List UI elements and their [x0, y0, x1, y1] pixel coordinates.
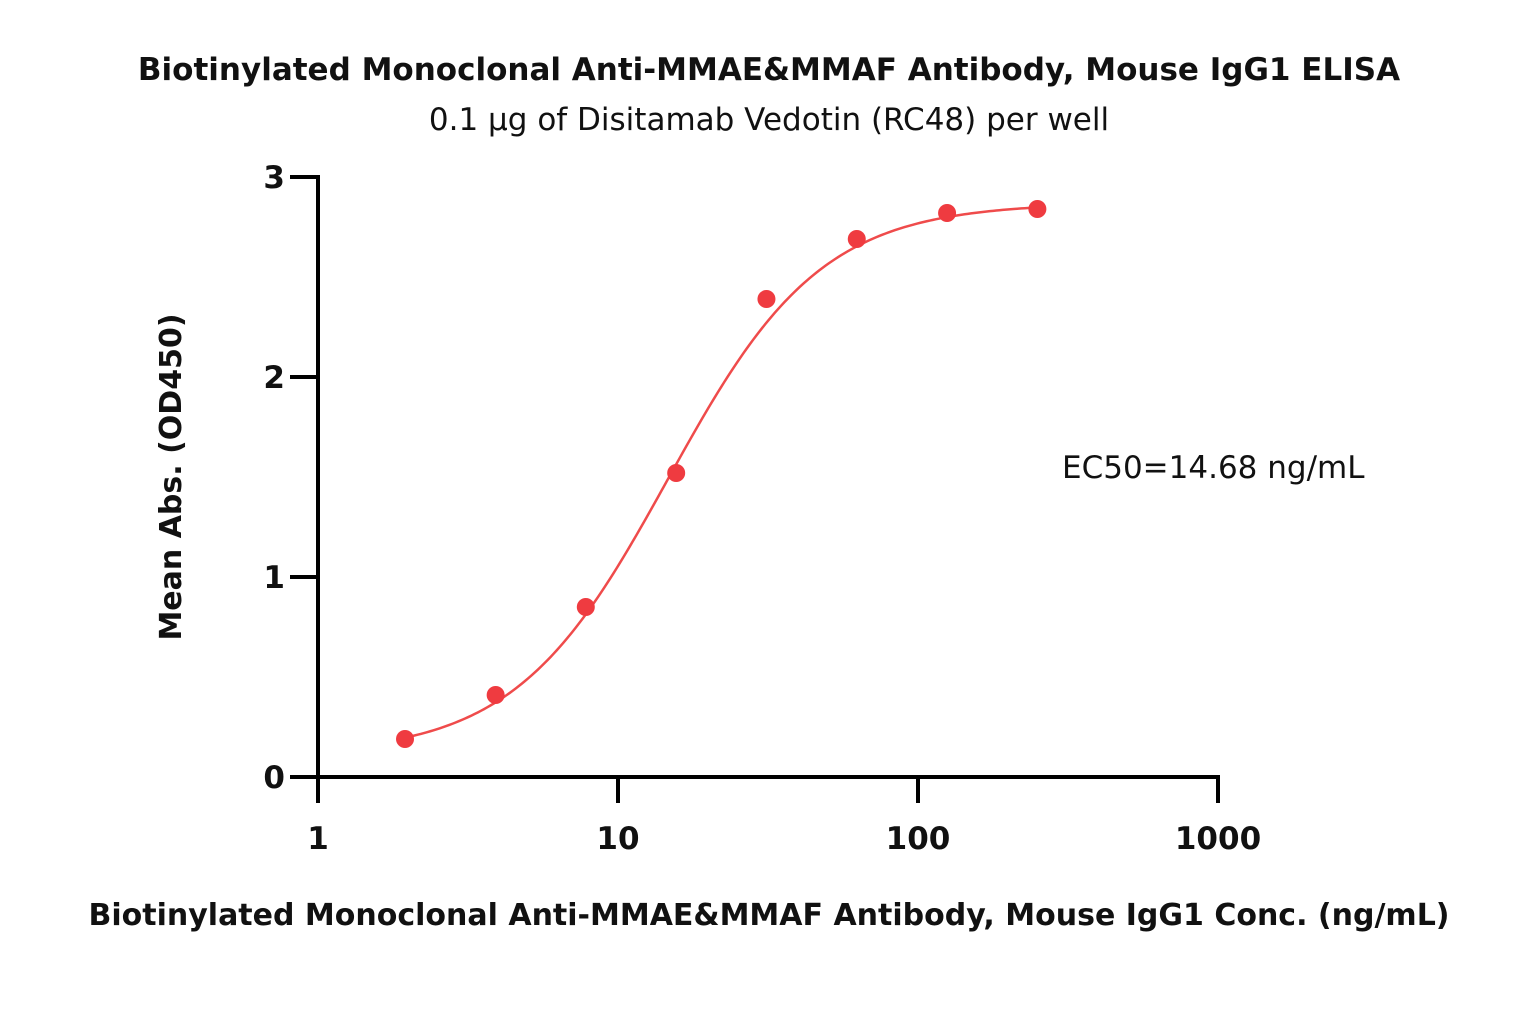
y-tick-label: 3	[263, 160, 285, 196]
chart-title: Biotinylated Monoclonal Anti-MMAE&MMAF A…	[138, 52, 1400, 88]
data-point	[847, 230, 866, 248]
y-tick-label: 1	[263, 560, 285, 596]
fit-curve	[404, 206, 1038, 739]
y-tick-label: 0	[263, 760, 285, 796]
x-tick-label: 10	[596, 821, 639, 857]
y-tick-label: 2	[263, 360, 285, 396]
data-points	[396, 200, 1047, 748]
data-point	[486, 686, 505, 704]
data-point	[938, 204, 957, 222]
data-point	[576, 598, 595, 616]
data-point	[1028, 200, 1047, 218]
y-axis-label: Mean Abs. (OD450)	[154, 313, 189, 640]
data-point	[757, 290, 776, 308]
y-axis: 0 1 2 3	[263, 160, 320, 796]
x-axis: 1 10 100 1000	[307, 775, 1261, 857]
data-point	[396, 730, 415, 748]
x-tick-label: 1000	[1175, 821, 1261, 857]
x-tick-label: 100	[886, 821, 951, 857]
x-axis-label: Biotinylated Monoclonal Anti-MMAE&MMAF A…	[88, 898, 1449, 933]
data-point	[667, 464, 686, 482]
x-tick-label: 1	[307, 821, 329, 857]
chart-subtitle: 0.1 μg of Disitamab Vedotin (RC48) per w…	[429, 102, 1109, 138]
ec50-annotation: EC50=14.68 ng/mL	[1062, 450, 1365, 486]
fit-curve-layer	[404, 206, 1038, 739]
